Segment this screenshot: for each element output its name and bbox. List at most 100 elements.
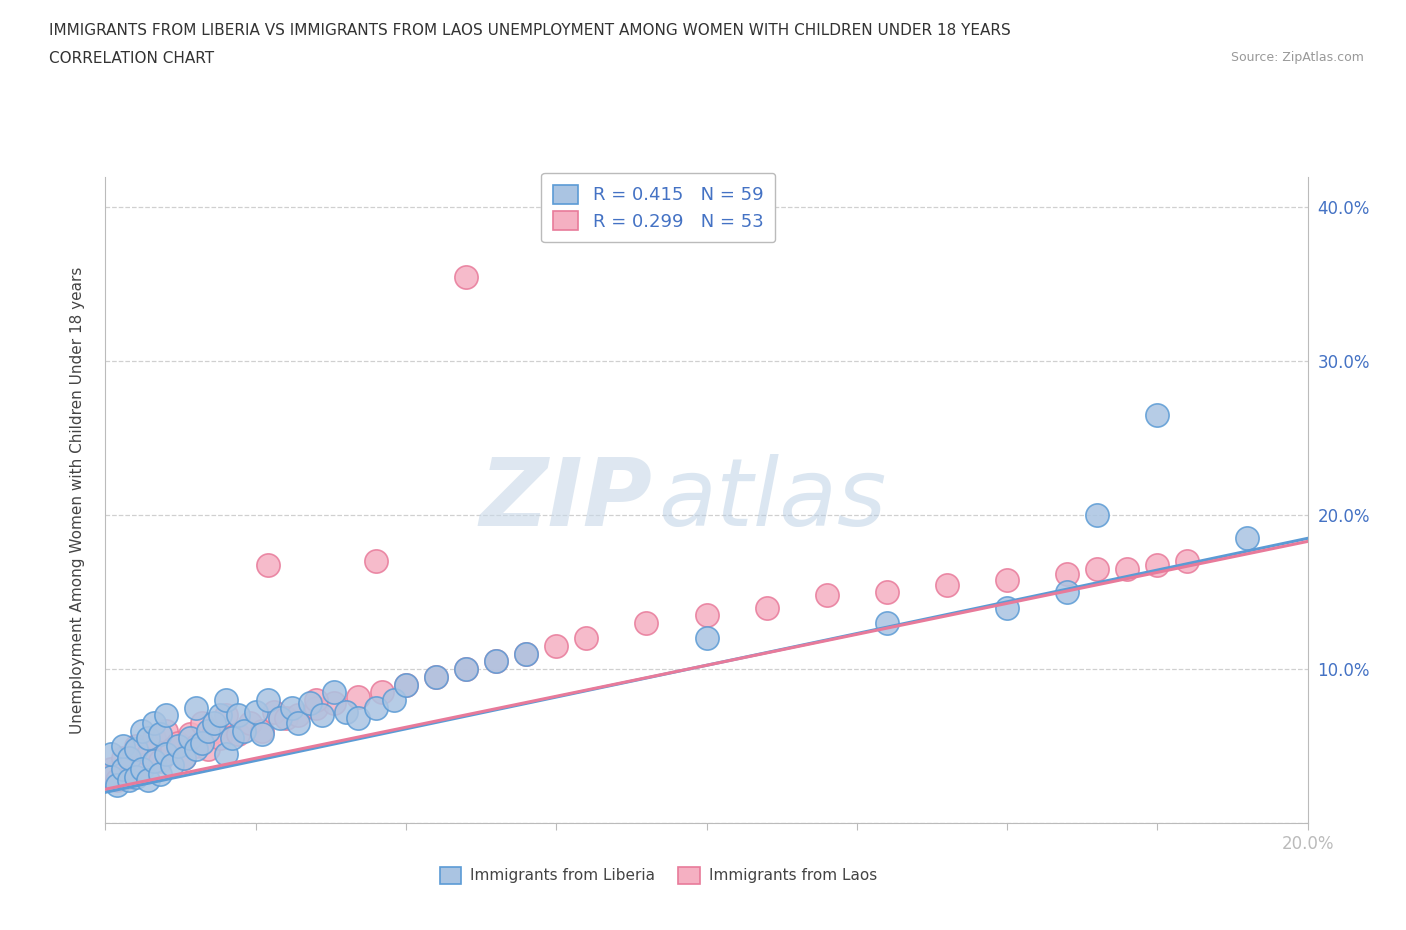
Point bbox=[214, 708, 236, 723]
Point bbox=[124, 738, 146, 753]
Point bbox=[287, 715, 309, 730]
Point bbox=[118, 773, 141, 788]
Point bbox=[305, 700, 328, 715]
Point bbox=[179, 726, 201, 741]
Point bbox=[347, 711, 370, 725]
Point bbox=[335, 705, 357, 720]
Text: ZIP: ZIP bbox=[479, 454, 652, 546]
Point bbox=[876, 616, 898, 631]
Point bbox=[100, 762, 122, 777]
Point bbox=[202, 724, 225, 738]
Point bbox=[131, 724, 153, 738]
Point bbox=[148, 754, 170, 769]
Point bbox=[166, 736, 188, 751]
Point bbox=[112, 751, 135, 766]
Point bbox=[239, 715, 262, 730]
Point bbox=[208, 731, 231, 746]
Point bbox=[155, 724, 177, 738]
Point bbox=[395, 677, 418, 692]
Point bbox=[1085, 508, 1108, 523]
Point bbox=[250, 724, 273, 738]
Point bbox=[269, 711, 291, 725]
Point bbox=[311, 708, 333, 723]
Point bbox=[173, 751, 195, 766]
Point bbox=[107, 773, 129, 788]
Point bbox=[184, 738, 207, 753]
Point bbox=[263, 705, 285, 720]
Point bbox=[148, 726, 170, 741]
Point bbox=[100, 769, 122, 784]
Point bbox=[136, 773, 159, 788]
Point bbox=[118, 751, 141, 766]
Point bbox=[197, 742, 219, 757]
Point bbox=[347, 689, 370, 704]
Point bbox=[1175, 554, 1198, 569]
Point bbox=[454, 662, 477, 677]
Point bbox=[1085, 562, 1108, 577]
Point bbox=[287, 708, 309, 723]
Point bbox=[112, 762, 135, 777]
Point bbox=[425, 670, 447, 684]
Point bbox=[184, 700, 207, 715]
Point bbox=[1056, 585, 1078, 600]
Point bbox=[1116, 562, 1139, 577]
Point bbox=[454, 270, 477, 285]
Point bbox=[160, 757, 183, 772]
Point bbox=[256, 693, 278, 708]
Point bbox=[142, 754, 165, 769]
Point bbox=[112, 738, 135, 753]
Point bbox=[395, 677, 418, 692]
Point bbox=[118, 769, 141, 784]
Point bbox=[696, 631, 718, 645]
Point bbox=[190, 715, 212, 730]
Point bbox=[256, 557, 278, 572]
Point bbox=[322, 684, 344, 699]
Point bbox=[142, 731, 165, 746]
Text: IMMIGRANTS FROM LIBERIA VS IMMIGRANTS FROM LAOS UNEMPLOYMENT AMONG WOMEN WITH CH: IMMIGRANTS FROM LIBERIA VS IMMIGRANTS FR… bbox=[49, 23, 1011, 38]
Point bbox=[148, 766, 170, 781]
Point bbox=[184, 742, 207, 757]
Point bbox=[160, 742, 183, 757]
Point bbox=[107, 777, 129, 792]
Point bbox=[100, 747, 122, 762]
Point bbox=[214, 693, 236, 708]
Y-axis label: Unemployment Among Women with Children Under 18 years: Unemployment Among Women with Children U… bbox=[70, 266, 84, 734]
Point bbox=[382, 693, 405, 708]
Point bbox=[173, 751, 195, 766]
Point bbox=[995, 600, 1018, 615]
Point bbox=[485, 654, 508, 669]
Point bbox=[190, 736, 212, 751]
Point bbox=[305, 693, 328, 708]
Text: atlas: atlas bbox=[658, 455, 887, 545]
Point bbox=[1236, 531, 1258, 546]
Point bbox=[226, 726, 249, 741]
Legend: Immigrants from Liberia, Immigrants from Laos: Immigrants from Liberia, Immigrants from… bbox=[433, 861, 883, 890]
Point bbox=[197, 724, 219, 738]
Point bbox=[245, 705, 267, 720]
Point bbox=[226, 708, 249, 723]
Point bbox=[281, 700, 304, 715]
Text: CORRELATION CHART: CORRELATION CHART bbox=[49, 51, 214, 66]
Point bbox=[1146, 557, 1168, 572]
Point bbox=[202, 715, 225, 730]
Point bbox=[515, 646, 537, 661]
Point bbox=[179, 731, 201, 746]
Point bbox=[208, 708, 231, 723]
Point bbox=[1146, 407, 1168, 422]
Point bbox=[131, 762, 153, 777]
Point bbox=[166, 738, 188, 753]
Point bbox=[155, 708, 177, 723]
Point bbox=[142, 715, 165, 730]
Point bbox=[364, 700, 387, 715]
Point bbox=[575, 631, 598, 645]
Point bbox=[274, 711, 297, 725]
Point bbox=[136, 731, 159, 746]
Point bbox=[298, 696, 321, 711]
Point bbox=[1056, 566, 1078, 581]
Point bbox=[636, 616, 658, 631]
Text: Source: ZipAtlas.com: Source: ZipAtlas.com bbox=[1230, 51, 1364, 64]
Point bbox=[364, 554, 387, 569]
Point bbox=[214, 747, 236, 762]
Point bbox=[136, 747, 159, 762]
Point bbox=[322, 696, 344, 711]
